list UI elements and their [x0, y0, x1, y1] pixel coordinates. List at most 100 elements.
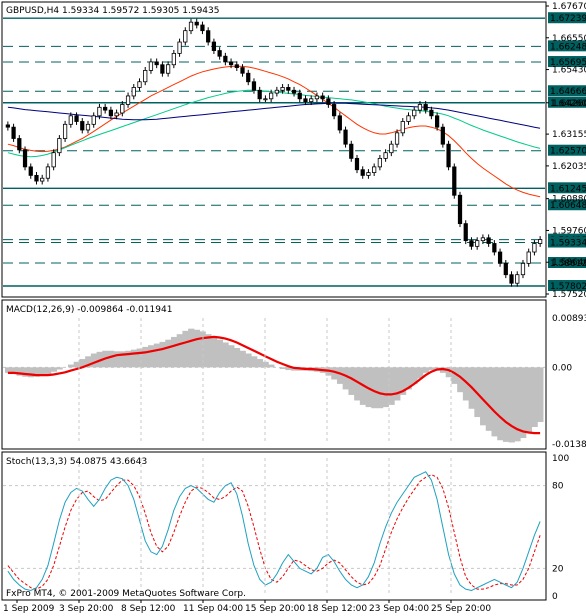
stoch-main-line — [7, 471, 541, 592]
macd-bar-92 — [531, 367, 538, 427]
macd-bar-35 — [205, 334, 212, 368]
candle-body-29 — [171, 52, 176, 66]
candle-body-5 — [34, 174, 39, 182]
candle-body-35 — [206, 30, 211, 43]
candle-body-83 — [480, 237, 486, 242]
candle-body-79 — [457, 194, 463, 225]
candle-body-49 — [286, 87, 291, 91]
time-axis: 1 Sep 2009 3 Sep 20:00 8 Sep 12:00 11 Sep 0… — [3, 318, 491, 614]
candle-body-53 — [309, 98, 314, 103]
macd-bar-80 — [462, 367, 470, 401]
price-tick-label-6: 1.60880 — [552, 195, 586, 205]
macd-bar-29 — [170, 336, 178, 368]
macd-bar-31 — [182, 330, 189, 368]
candle-body-74 — [429, 109, 434, 117]
macd-bar-32 — [188, 328, 195, 368]
macd-bar-45 — [262, 361, 269, 368]
candle-body-77 — [446, 143, 451, 168]
candle-body-84 — [486, 237, 491, 244]
candle-body-70 — [406, 115, 411, 122]
candle-body-63 — [366, 172, 371, 176]
candle-body-67 — [389, 143, 394, 154]
candle-body-10 — [62, 123, 68, 139]
candle-body-41 — [240, 67, 245, 74]
macd-bar-43 — [251, 356, 258, 368]
candle-body-62 — [360, 169, 365, 176]
level-label-2: 1.65695 — [550, 58, 586, 68]
level-label-6: 1.61245 — [550, 184, 586, 194]
candle-body-73 — [423, 104, 428, 111]
candle-body-40 — [234, 64, 239, 68]
macd-bar-20 — [119, 351, 126, 368]
main-panel-frame[interactable] — [1, 1, 547, 298]
level-label-bg-4 — [548, 96, 586, 108]
macd-bar-6 — [39, 367, 46, 376]
level-label-bg-10 — [548, 257, 586, 269]
candle-body-87 — [503, 262, 508, 276]
candle-body-66 — [383, 152, 388, 159]
candle-body-38 — [223, 55, 228, 63]
price-axis: 1.67239 1.66248 1.65695 1.64666 1.64260 1.625… — [546, 2, 586, 300]
candle-body-8 — [51, 152, 56, 168]
macd-bar-59 — [342, 367, 349, 390]
macd-bar-22 — [130, 349, 138, 368]
macd-bar-33 — [193, 329, 201, 368]
candle-body-54 — [314, 95, 320, 100]
price-tick-label-7: 1.59760 — [552, 226, 586, 236]
candle-body-19 — [114, 112, 119, 117]
candle-body-30 — [177, 41, 182, 54]
macd-bar-41 — [239, 350, 246, 368]
macd-bar-69 — [399, 367, 407, 395]
time-tick-label-4: 15 Sep 20:00 — [245, 604, 305, 614]
price-tick-label-9: 1.57520 — [552, 290, 586, 300]
candle-body-1 — [11, 126, 16, 139]
ma-line-2 — [7, 102, 541, 129]
macd-bar-66 — [382, 367, 389, 408]
macd-bar-61 — [354, 367, 361, 401]
macd-bar-40 — [233, 347, 241, 368]
macd-bar-15 — [90, 353, 98, 368]
candle-body-42 — [246, 72, 251, 83]
candle-body-81 — [469, 240, 474, 247]
macd-bar-8 — [50, 367, 58, 372]
candle-body-20 — [120, 104, 125, 114]
level-label-bg-5 — [548, 144, 586, 156]
time-tick-label-7: 25 Sep 20:00 — [431, 604, 491, 614]
level-lines — [3, 17, 545, 287]
level-label-bg-0 — [548, 12, 586, 24]
time-tick-label-6: 23 Sep 04:00 — [369, 604, 429, 614]
macd-bar-42 — [245, 353, 252, 368]
level-label-0: 1.67239 — [550, 14, 586, 24]
candle-body-21 — [125, 95, 131, 105]
candle-body-15 — [91, 115, 96, 125]
candle-body-78 — [452, 166, 457, 196]
macd-bar-86 — [497, 367, 504, 441]
candle-body-82 — [475, 240, 480, 247]
time-tick-label-1: 3 Sep 20:00 — [59, 604, 114, 614]
macd-bar-49 — [285, 367, 292, 371]
macd-bar-68 — [394, 367, 401, 401]
time-tick-label-0: 1 Sep 2009 — [3, 604, 55, 614]
macd-bar-21 — [125, 350, 132, 368]
price-tick-label-8: 1.58640 — [552, 258, 586, 268]
level-label-5: 1.62570 — [550, 147, 586, 157]
candle-body-65 — [377, 157, 382, 168]
stoch-grid — [3, 485, 545, 569]
macd-bar-93 — [537, 367, 544, 423]
candle-body-48 — [280, 87, 285, 91]
macd-bar-28 — [165, 339, 172, 368]
macd-bar-11 — [67, 364, 75, 368]
macd-tick-label-2: -0.01388 — [552, 440, 586, 450]
macd-bar-5 — [33, 367, 40, 377]
level-label-bg-7 — [548, 199, 586, 211]
macd-bar-77 — [445, 367, 452, 378]
candle-body-26 — [154, 61, 159, 66]
price-tick-label-4: 1.63155 — [552, 130, 586, 140]
macd-bar-91 — [525, 367, 533, 433]
candle-body-33 — [194, 21, 199, 26]
candle-body-91 — [526, 251, 531, 264]
candle-body-25 — [148, 61, 154, 71]
candle-body-46 — [269, 92, 274, 100]
level-label-bg-11 — [548, 279, 586, 291]
candle-body-80 — [463, 223, 468, 242]
